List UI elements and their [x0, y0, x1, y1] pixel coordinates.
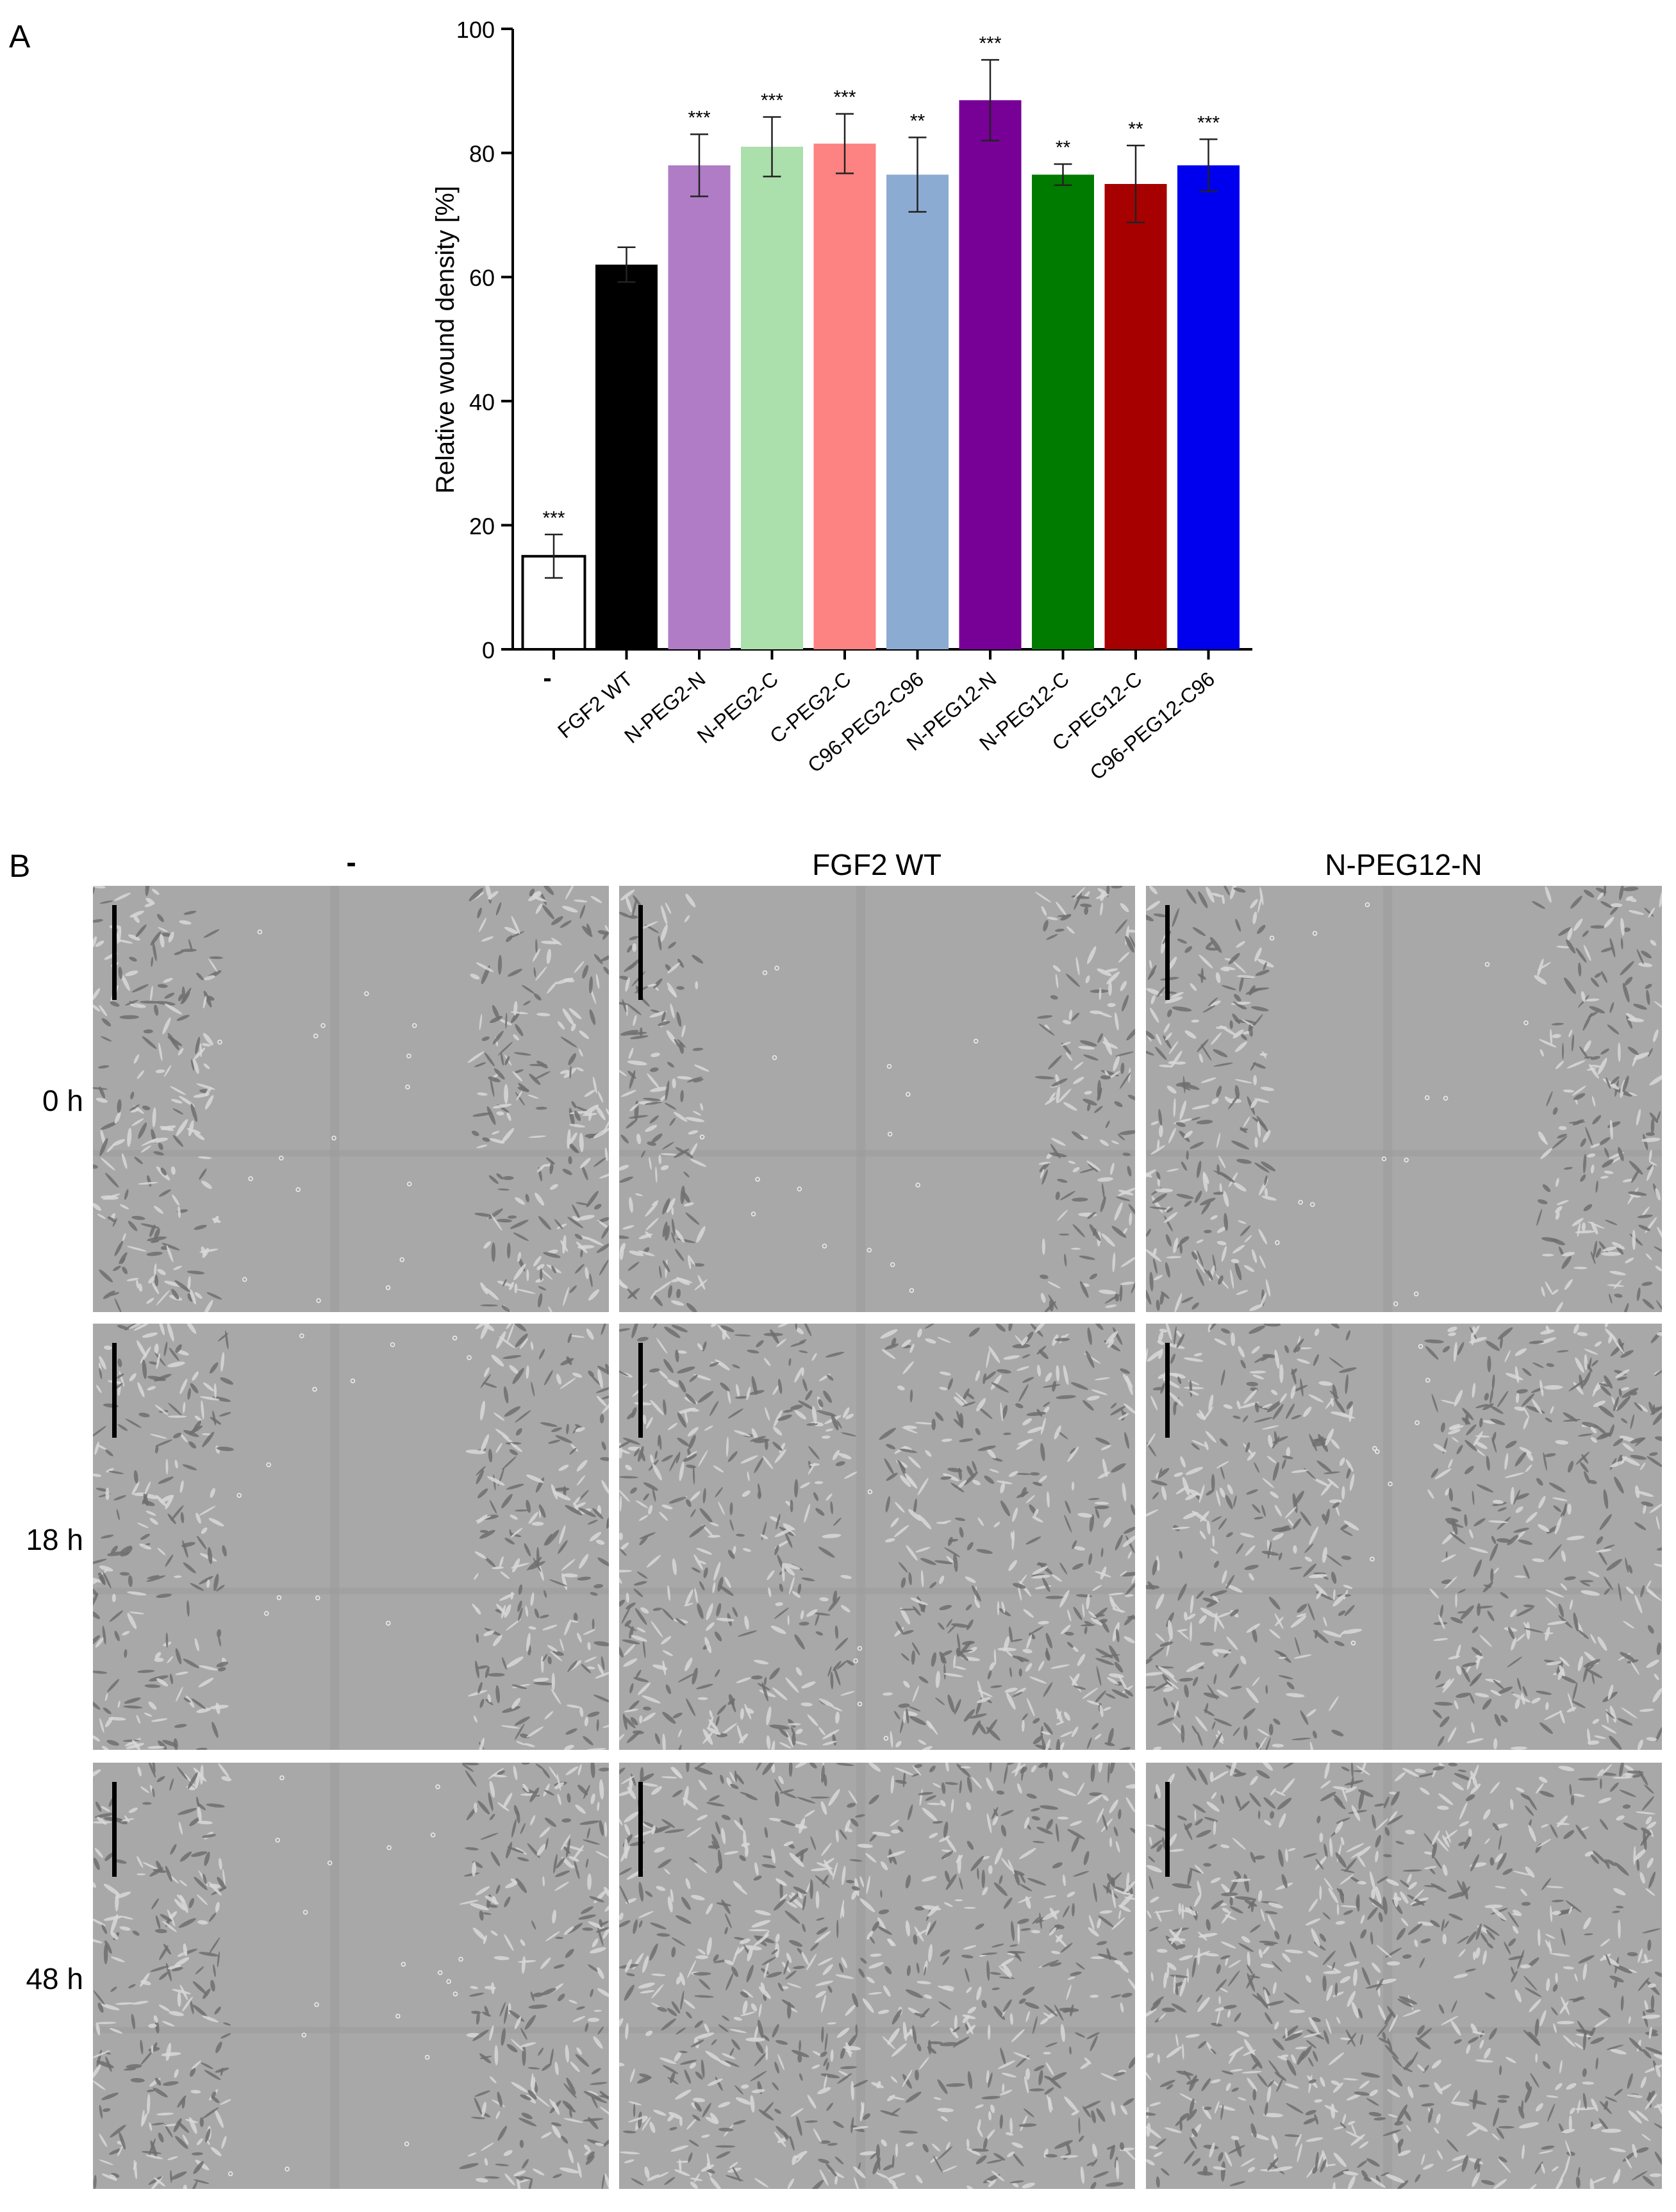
- y-tick-label: 0: [482, 637, 495, 663]
- significance-label: ***: [979, 33, 1001, 54]
- micrograph-control-48h: [93, 1763, 609, 2189]
- micrograph-n-peg12-n-0h: [1146, 886, 1662, 1312]
- x-tick-label: N-PEG2-C: [693, 667, 783, 748]
- bar: [595, 264, 658, 650]
- column-header-fgf2-wt: FGF2 WT: [812, 848, 942, 881]
- y-axis-title: Relative wound density [%]: [431, 186, 460, 494]
- micrograph-n-peg12-n-18h: [1146, 1324, 1662, 1750]
- bar: [668, 165, 731, 650]
- row-label-0h: 0 h: [42, 1084, 83, 1117]
- micrograph-fgf2-wt-18h: [619, 1324, 1135, 1750]
- x-tick-label: -: [543, 664, 551, 692]
- y-tick-label: 80: [469, 141, 495, 167]
- column-header-n-peg12-n: N-PEG12-N: [1325, 848, 1482, 881]
- scale-bar: [638, 1343, 643, 1438]
- scale-bar: [638, 905, 643, 1000]
- y-tick-label: 40: [469, 389, 495, 415]
- bar: [1177, 165, 1240, 650]
- y-tick-label: 20: [469, 513, 495, 539]
- bar: [1104, 184, 1167, 649]
- micrograph-fgf2-wt-48h: [619, 1763, 1135, 2189]
- panel-label-a: A: [9, 19, 31, 54]
- significance-label: ***: [761, 90, 783, 111]
- significance-label: **: [1056, 137, 1071, 158]
- x-tick-label: C96-PEG12-C96: [1086, 667, 1219, 785]
- significance-label: **: [1128, 119, 1143, 140]
- scale-bar: [1165, 1782, 1170, 1877]
- scale-bar: [638, 1782, 643, 1877]
- scale-bar: [1165, 905, 1170, 1000]
- panel-label-b: B: [9, 848, 31, 884]
- scale-bar: [112, 905, 117, 1000]
- x-tick-label: N-PEG2-N: [620, 667, 709, 748]
- significance-label: ***: [833, 87, 856, 108]
- micrograph-fgf2-wt-0h: [619, 886, 1135, 1312]
- y-tick-label: 100: [456, 17, 495, 43]
- micrograph-control-18h: [93, 1324, 609, 1750]
- row-label-18h: 18 h: [26, 1523, 83, 1556]
- scale-bar: [112, 1343, 117, 1438]
- y-tick-label: 60: [469, 265, 495, 291]
- significance-label: ***: [1197, 112, 1220, 133]
- micrograph-n-peg12-n-48h: [1146, 1763, 1662, 2189]
- chart-bars: [521, 59, 1240, 651]
- bar: [813, 144, 876, 649]
- bar: [741, 146, 803, 650]
- significance-label: ***: [542, 508, 565, 529]
- micrograph-control-0h: [93, 886, 609, 1312]
- scale-bar: [1165, 1343, 1170, 1438]
- significance-label: ***: [688, 108, 710, 129]
- row-label-48h: 48 h: [26, 1962, 83, 1995]
- bar: [886, 174, 949, 650]
- bar: [959, 100, 1022, 649]
- column-header-control: -: [346, 845, 356, 879]
- scale-bar: [112, 1782, 117, 1877]
- bar: [1032, 174, 1094, 650]
- significance-label: **: [910, 110, 925, 131]
